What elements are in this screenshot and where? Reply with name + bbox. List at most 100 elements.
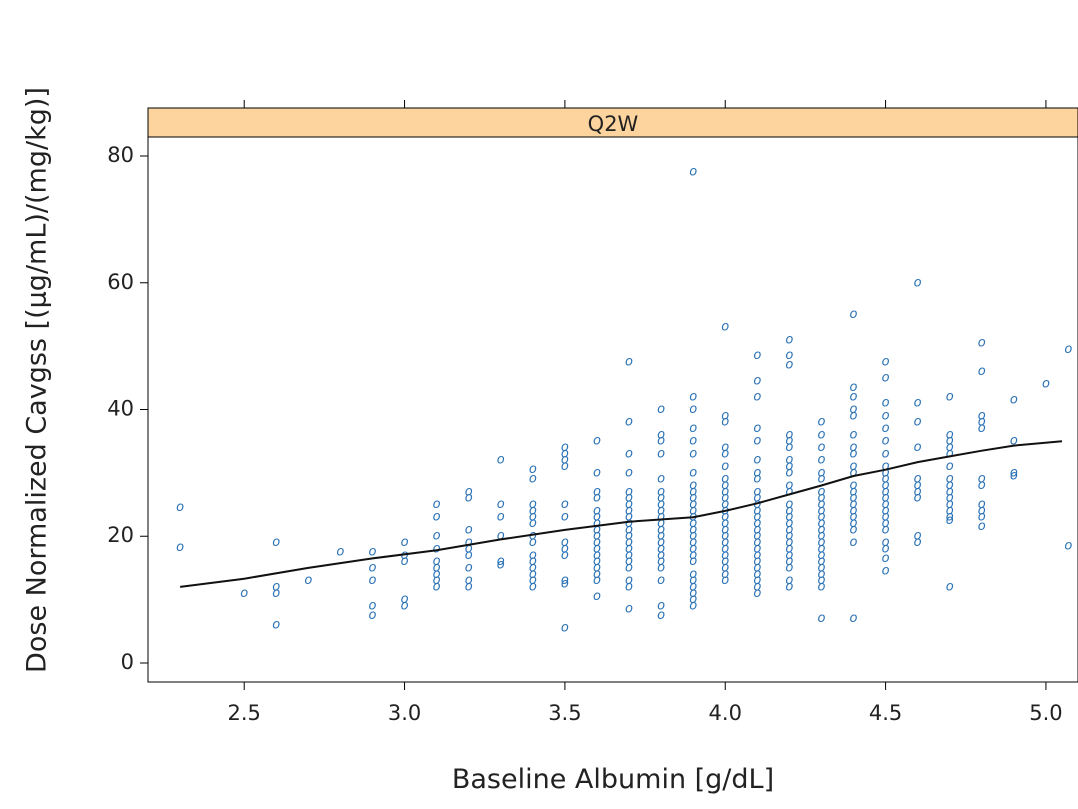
data-point: o (689, 541, 697, 556)
data-point: o (529, 472, 537, 487)
data-point: o (914, 275, 922, 290)
data-point: o (433, 573, 441, 588)
data-point: o (593, 484, 601, 499)
data-point: o (561, 440, 569, 455)
data-point: o (850, 380, 858, 395)
data-point: o (561, 535, 569, 550)
data-point: o (1064, 538, 1072, 553)
data-point: o (657, 484, 665, 499)
data-point: o (689, 497, 697, 512)
data-point: o (946, 503, 954, 518)
data-point: o (978, 503, 986, 518)
data-point: o (946, 389, 954, 404)
data-point: o (753, 484, 761, 499)
data-point: o (914, 478, 922, 493)
data-point: o (593, 510, 601, 525)
y-tick-label: 0 (121, 650, 134, 674)
plot-frame (147, 136, 1078, 683)
panel-strip (147, 107, 1078, 138)
data-point: o (785, 516, 793, 531)
data-point: o (433, 579, 441, 594)
data-point: o (817, 535, 825, 550)
data-point: o (817, 503, 825, 518)
data-point: o (817, 560, 825, 575)
data-point: o (689, 529, 697, 544)
data-point: o (689, 164, 697, 179)
data-point: o (785, 560, 793, 575)
data-point: o (946, 579, 954, 594)
data-point: o (882, 522, 890, 537)
data-point: o (753, 541, 761, 556)
data-point: o (946, 459, 954, 474)
data-point: o (850, 440, 858, 455)
data-point: o (657, 516, 665, 531)
data-point: o (785, 465, 793, 480)
data-point: o (978, 472, 986, 487)
data-point: o (721, 484, 729, 499)
data-point: o (817, 510, 825, 525)
data-point: o (850, 427, 858, 442)
data-point: o (657, 541, 665, 556)
data-point: o (817, 427, 825, 442)
data-point: o (401, 554, 409, 569)
data-point: o (368, 598, 376, 613)
data-point: o (882, 446, 890, 461)
data-point: o (785, 453, 793, 468)
data-point: o (721, 446, 729, 461)
data-point: o (657, 510, 665, 525)
data-point: o (721, 491, 729, 506)
data-point: o (914, 484, 922, 499)
data-point: o (176, 540, 184, 555)
data-point: o (721, 541, 729, 556)
data-point: o (753, 535, 761, 550)
data-point: o (433, 554, 441, 569)
data-point: o (721, 472, 729, 487)
data-point: o (465, 541, 473, 556)
top-ticks (243, 100, 1047, 108)
data-point: o (657, 598, 665, 613)
data-point: o (625, 354, 633, 369)
data-point: o (785, 548, 793, 563)
data-point: o (721, 554, 729, 569)
data-point: o (850, 497, 858, 512)
data-point: o (785, 332, 793, 347)
y-tick-label: 60 (107, 270, 134, 294)
data-point: o (817, 415, 825, 430)
data-point: o (272, 579, 280, 594)
data-point: o (1010, 469, 1018, 484)
data-point: o (625, 541, 633, 556)
data-point: o (850, 478, 858, 493)
data-point: o (721, 497, 729, 512)
data-point: o (593, 503, 601, 518)
data-point: o (529, 462, 537, 477)
data-point: o (657, 522, 665, 537)
data-point: o (753, 554, 761, 569)
data-point: o (497, 557, 505, 572)
data-point: o (850, 522, 858, 537)
data-point: o (657, 554, 665, 569)
data-point: o (882, 551, 890, 566)
data-point: o (625, 602, 633, 617)
data-point: o (817, 529, 825, 544)
data-point: o (817, 522, 825, 537)
data-point: o (817, 579, 825, 594)
data-point: o (689, 434, 697, 449)
data-point: o (561, 497, 569, 512)
data-point: o (850, 611, 858, 626)
data-point: o (529, 560, 537, 575)
data-point: o (978, 497, 986, 512)
data-point: o (1064, 342, 1072, 357)
data-point: o (625, 510, 633, 525)
data-point: o (753, 373, 761, 388)
data-point: o (785, 440, 793, 455)
data-point: o (176, 500, 184, 515)
data-point: o (529, 516, 537, 531)
data-point: o (657, 529, 665, 544)
data-point: o (817, 465, 825, 480)
data-point: o (625, 548, 633, 563)
data-point: o (689, 465, 697, 480)
data-point: o (850, 465, 858, 480)
data-point: o (336, 545, 344, 560)
data-point: o (785, 522, 793, 537)
y-axis: 0 20 40 60 80 (107, 143, 148, 674)
